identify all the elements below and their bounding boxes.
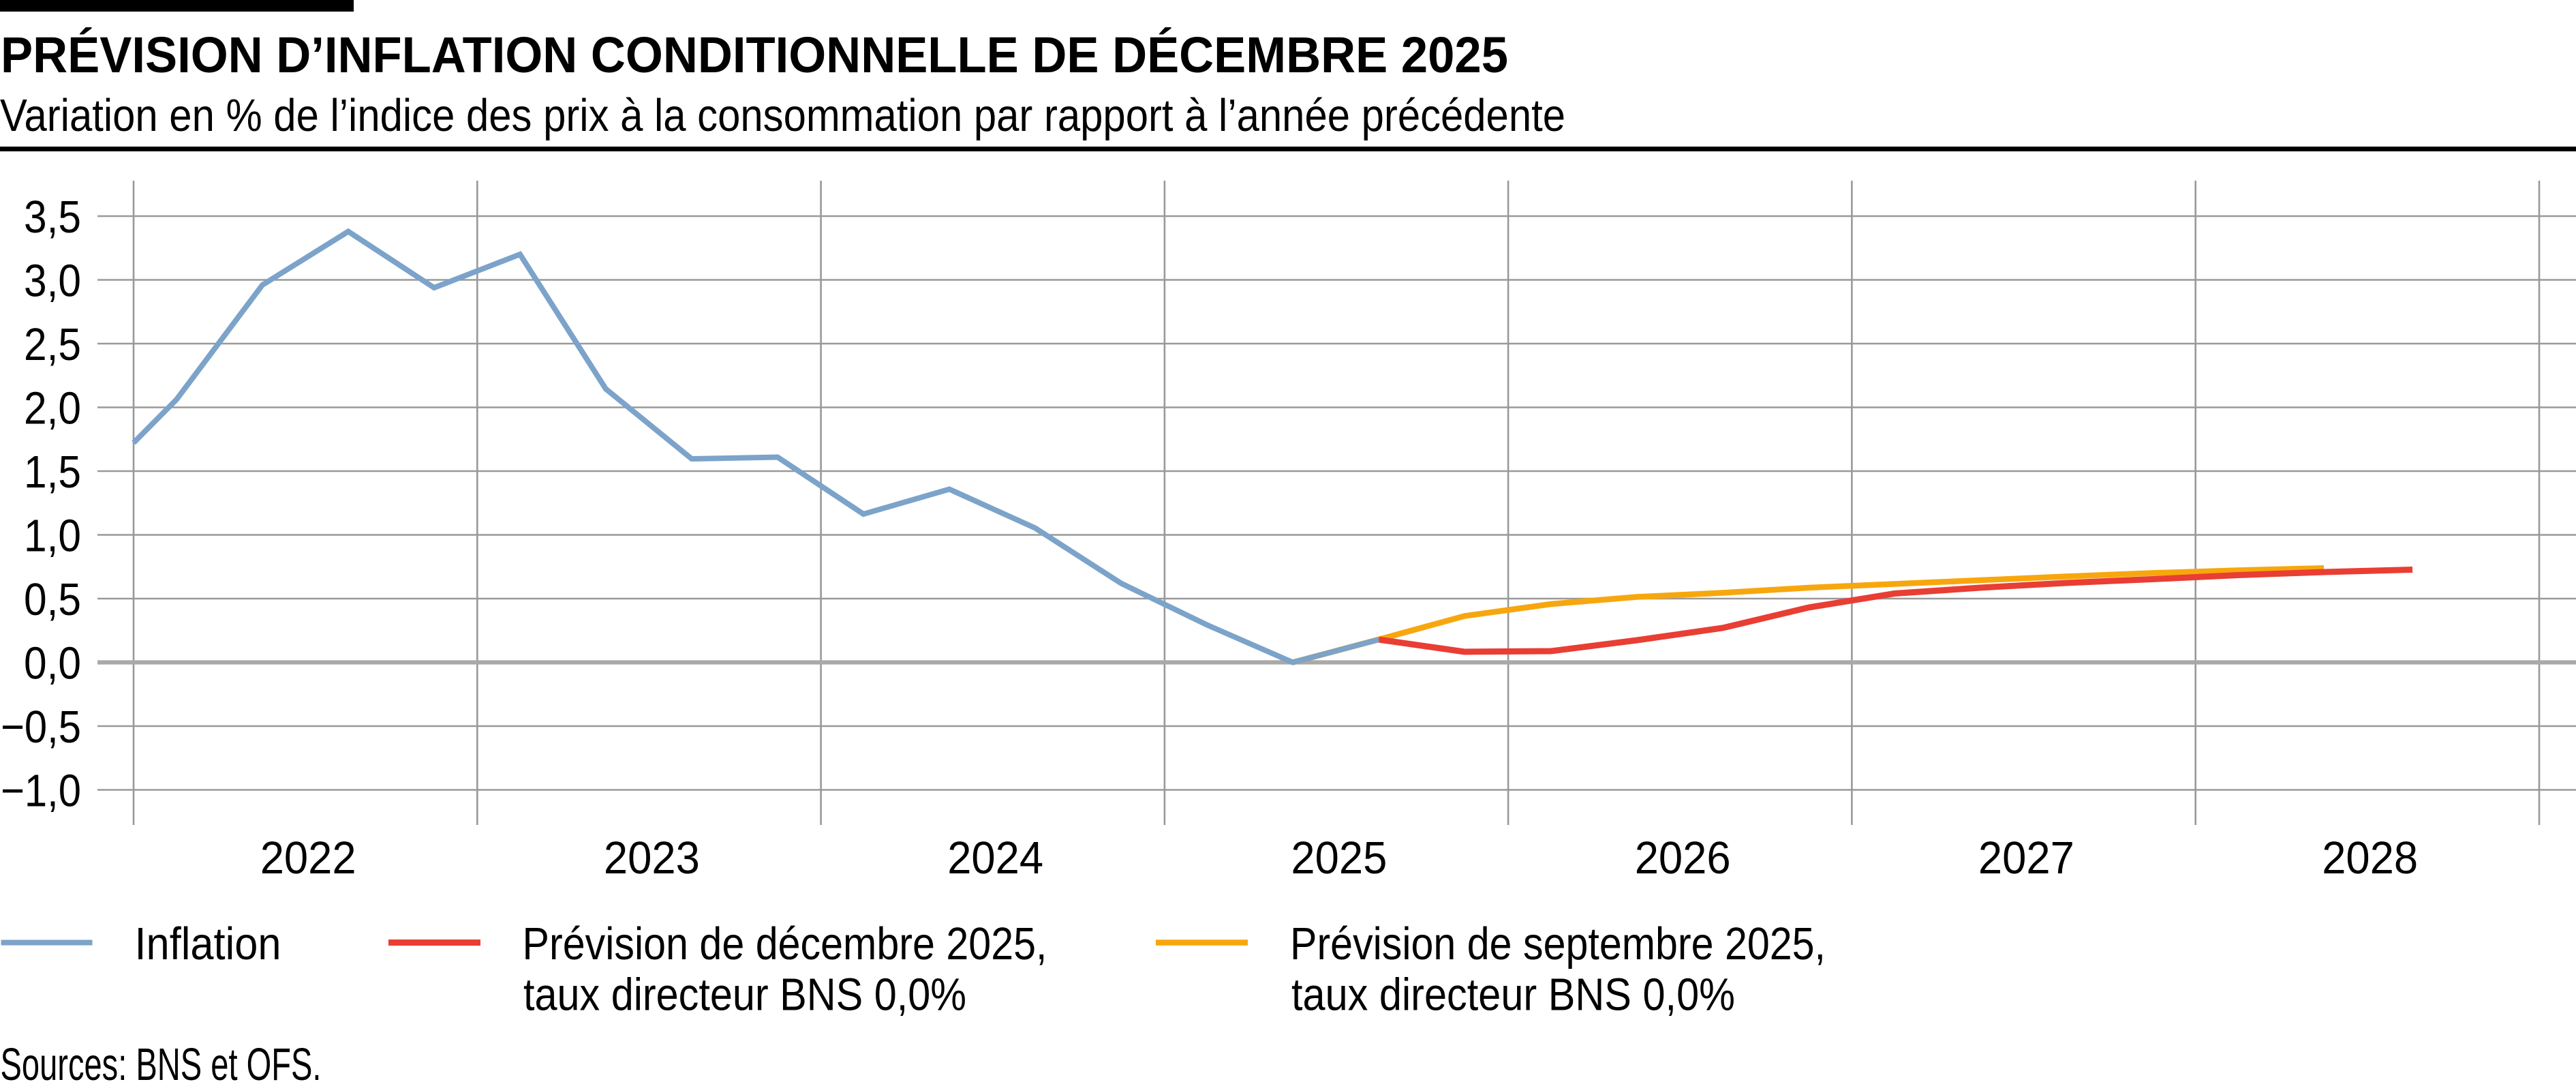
svg-text:3,0: 3,0 (24, 256, 81, 307)
svg-text:Prévision de décembre 2025,: Prévision de décembre 2025, (523, 918, 1047, 970)
svg-text:PRÉVISION D’INFLATION CONDITIO: PRÉVISION D’INFLATION CONDITIONNELLE DE … (1, 27, 1508, 83)
svg-text:3,5: 3,5 (24, 192, 81, 243)
svg-text:2022: 2022 (260, 832, 356, 884)
svg-text:2024: 2024 (947, 832, 1043, 884)
svg-text:2027: 2027 (1978, 832, 2074, 884)
svg-text:2023: 2023 (604, 832, 700, 884)
svg-text:2025: 2025 (1291, 832, 1387, 884)
svg-text:Inflation: Inflation (135, 918, 281, 970)
svg-text:1,5: 1,5 (24, 447, 81, 498)
svg-text:2028: 2028 (2322, 832, 2418, 884)
svg-text:Sources: BNS et OFS.: Sources: BNS et OFS. (1, 1039, 322, 1082)
svg-text:taux directeur BNS 0,0%: taux directeur BNS 0,0% (1291, 970, 1735, 1021)
svg-text:−0,5: −0,5 (1, 702, 81, 753)
svg-text:2,5: 2,5 (24, 319, 81, 370)
svg-text:Variation en % de l’indice des: Variation en % de l’indice des prix à la… (0, 90, 1565, 141)
svg-text:0,5: 0,5 (24, 574, 81, 625)
svg-text:2,0: 2,0 (24, 383, 81, 434)
svg-text:0,0: 0,0 (24, 638, 81, 689)
svg-text:1,0: 1,0 (24, 511, 81, 562)
svg-text:taux directeur BNS 0,0%: taux directeur BNS 0,0% (523, 970, 966, 1021)
svg-text:2026: 2026 (1635, 832, 1731, 884)
svg-text:Prévision de septembre 2025,: Prévision de septembre 2025, (1290, 918, 1826, 970)
svg-text:−1,0: −1,0 (1, 766, 81, 817)
